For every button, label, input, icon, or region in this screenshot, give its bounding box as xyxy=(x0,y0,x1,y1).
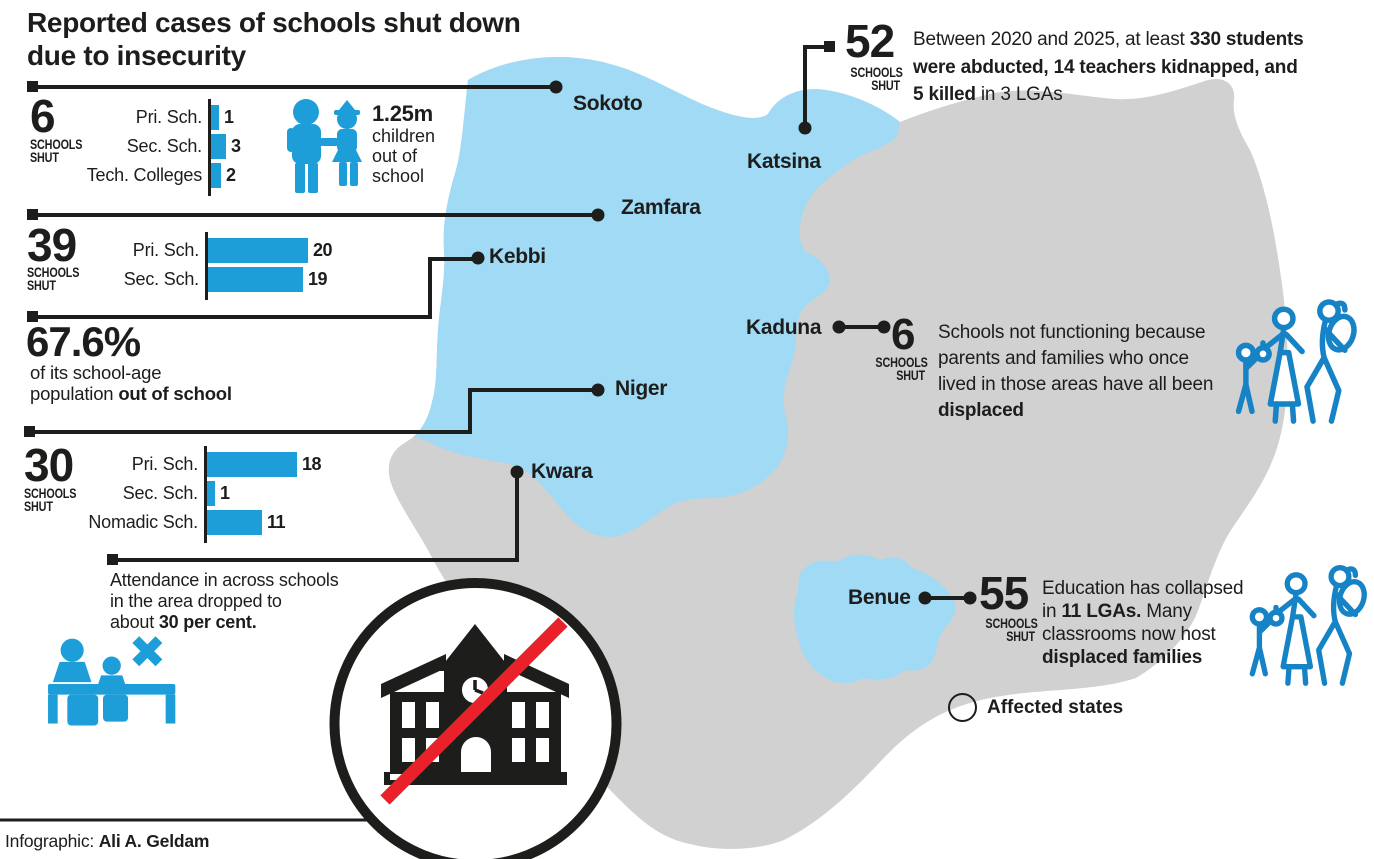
connector-niger xyxy=(30,388,598,434)
stat-children-out-of-school: 1.25m xyxy=(372,101,433,126)
state-label-zamfara: Zamfara xyxy=(621,196,701,219)
bar-row: Pri. Sch. 20 xyxy=(55,236,333,265)
note-kaduna-displaced: Schools not functioning because parents … xyxy=(938,322,1214,421)
bar-category-label: Sec. Sch. xyxy=(122,483,198,503)
unit-niger: SCHOOLS SHUT xyxy=(24,486,77,514)
note-kwara-attendance: Attendance in across schools in the area… xyxy=(110,570,339,632)
bar-row: Tech. Colleges 2 xyxy=(58,161,241,190)
school-closed-emblem xyxy=(329,578,622,859)
bar-category-label: Tech. Colleges xyxy=(86,165,202,185)
bar xyxy=(208,238,308,263)
state-label-sokoto: Sokoto xyxy=(573,92,643,115)
state-label-katsina: Katsina xyxy=(747,150,821,173)
state-label-benue: Benue xyxy=(848,586,911,609)
bar-chart-zamfara: Pri. Sch. 20 Sec. Sch. 19 xyxy=(55,232,333,300)
bar-category-label: Nomadic Sch. xyxy=(88,512,198,532)
unit-zamfara: SCHOOLS SHUT xyxy=(27,265,80,293)
note-children-out-of-school: children out of school xyxy=(372,126,436,186)
bar-category-label: Sec. Sch. xyxy=(126,136,202,156)
connector-endcaps xyxy=(24,41,977,605)
bar-value: 20 xyxy=(313,240,333,260)
bar-category-label: Pri. Sch. xyxy=(131,454,198,474)
count-niger-schools-shut: 30 xyxy=(24,439,74,491)
bar-value: 18 xyxy=(302,454,322,474)
count-benue-schools-shut: 55 xyxy=(979,567,1029,619)
bar-value: 11 xyxy=(267,512,286,532)
bar-row: Sec. Sch. 1 xyxy=(54,479,321,508)
bar-row: Sec. Sch. 19 xyxy=(55,265,332,294)
legend-affected-swatch xyxy=(948,693,977,722)
bar xyxy=(207,481,215,506)
displaced-family-icon xyxy=(1252,568,1368,684)
count-sokoto-schools-shut: 6 xyxy=(30,90,56,142)
bar-chart-axis xyxy=(205,232,208,300)
bar-chart-axis xyxy=(208,99,211,196)
bar xyxy=(211,163,221,188)
state-label-kebbi: Kebbi xyxy=(489,245,546,268)
note-kebbi: of its school-age population out of scho… xyxy=(30,362,232,404)
count-katsina-schools-shut: 52 xyxy=(845,15,895,67)
bar xyxy=(208,267,303,292)
bar-chart-sokoto: Pri. Sch. 1 Sec. Sch. 3 Tech. Colleges 2 xyxy=(58,99,241,196)
bar xyxy=(211,105,219,130)
connector-kebbi xyxy=(33,257,478,319)
school-building-details xyxy=(390,672,549,780)
state-label-kaduna: Kaduna xyxy=(746,316,822,339)
bar-value: 3 xyxy=(231,136,241,156)
map-affected-northwest xyxy=(400,57,905,537)
bar-value: 1 xyxy=(220,483,230,503)
callout-connectors xyxy=(30,45,970,600)
map-affected-benue xyxy=(794,554,956,684)
credit-author: Ali A. Geldam xyxy=(98,831,210,851)
count-kaduna-schools-shut: 6 xyxy=(891,310,916,359)
bar-row: Pri. Sch. 18 xyxy=(54,450,322,479)
note-benue-collapse: Education has collapsed in 11 LGAs. Many… xyxy=(1042,578,1244,668)
note-katsina-abductions: Between 2020 and 2025, at least 330 stud… xyxy=(913,29,1304,105)
count-zamfara-schools-shut: 39 xyxy=(27,219,77,271)
children-holding-hands-icon xyxy=(287,99,362,193)
bar xyxy=(207,510,262,535)
unit-sokoto: SCHOOLS SHUT xyxy=(30,137,83,165)
bar-row: Nomadic Sch. 11 xyxy=(54,508,321,537)
connector-kwara xyxy=(113,472,519,562)
state-label-kwara: Kwara xyxy=(531,460,593,483)
red-slash-icon xyxy=(380,617,568,805)
bar-value: 19 xyxy=(308,269,328,289)
students-in-class-cancelled-icon xyxy=(48,639,175,726)
legend-affected-label: Affected states xyxy=(987,697,1124,718)
credit-line: Infographic: Ali A. Geldam xyxy=(5,831,209,852)
bar-value: 2 xyxy=(226,165,236,185)
stat-kebbi-perc率: 67.6% xyxy=(26,318,141,365)
bar-value: 1 xyxy=(224,107,234,127)
bar-row: Pri. Sch. 1 xyxy=(58,103,241,132)
bar-category-label: Pri. Sch. xyxy=(135,107,202,127)
bar xyxy=(211,134,226,159)
bar-chart-niger: Pri. Sch. 18 Sec. Sch. 1 Nomadic Sch. 11 xyxy=(54,446,322,543)
bar-category-label: Pri. Sch. xyxy=(132,240,199,260)
bar-category-label: Sec. Sch. xyxy=(123,269,199,289)
bar-chart-axis xyxy=(204,446,207,543)
page-title: Reported cases of schools shut down due … xyxy=(27,7,521,71)
connector-katsina xyxy=(803,45,828,128)
credit-prefix: Infographic: xyxy=(5,831,99,851)
unit-katsina: SCHOOLS SHUT xyxy=(850,65,903,93)
unit-benue: SCHOOLS SHUT xyxy=(985,616,1038,644)
state-label-niger: Niger xyxy=(615,377,668,400)
bar-row: Sec. Sch. 3 xyxy=(58,132,241,161)
unit-kaduna: SCHOOLS SHUT xyxy=(875,355,928,383)
bar xyxy=(207,452,297,477)
